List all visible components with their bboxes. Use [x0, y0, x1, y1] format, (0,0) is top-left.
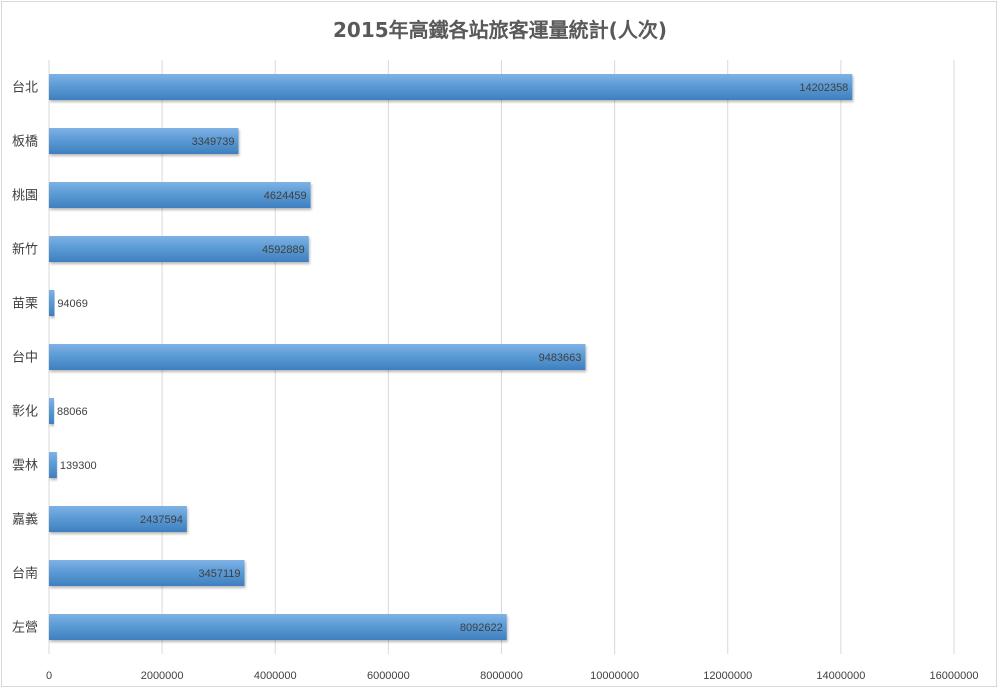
x-tick-label: 2000000: [141, 670, 184, 682]
data-label: 2437594: [140, 514, 183, 526]
data-label: 14202358: [799, 82, 848, 94]
chart-title: 2015年高鐵各站旅客運量統計(人次): [333, 18, 667, 42]
x-tick-label: 16000000: [930, 670, 979, 682]
category-label: 台南: [12, 566, 38, 582]
bar: [49, 74, 853, 100]
bar: [49, 452, 57, 478]
x-tick-label: 10000000: [590, 670, 639, 682]
bar: [49, 614, 507, 640]
data-label: 3349739: [192, 136, 235, 148]
x-tick-label: 12000000: [703, 670, 752, 682]
data-label: 94069: [57, 298, 88, 310]
category-label: 新竹: [12, 242, 38, 258]
data-label: 9483663: [539, 352, 582, 364]
data-label: 4592889: [262, 244, 305, 256]
category-label: 雲林: [12, 459, 38, 474]
x-tick-label: 14000000: [816, 670, 865, 682]
category-label: 台中: [12, 351, 38, 366]
category-label: 嘉義: [12, 512, 38, 528]
bar: [49, 182, 311, 208]
category-label: 左營: [12, 621, 38, 636]
data-label: 3457119: [199, 568, 241, 580]
data-label: 4624459: [264, 190, 307, 202]
x-tick-label: 8000000: [480, 670, 523, 682]
x-tick-label: 4000000: [254, 670, 297, 682]
bar: [49, 398, 54, 424]
bar: [49, 236, 309, 262]
data-label: 139300: [60, 460, 97, 472]
bar: [49, 506, 187, 532]
bar: [49, 128, 239, 154]
category-label: 苗栗: [12, 297, 38, 312]
category-label: 桃園: [12, 189, 38, 204]
x-tick-label: 0: [46, 670, 52, 682]
category-label: 彰化: [12, 404, 38, 420]
data-label: 88066: [57, 406, 88, 418]
bar: [49, 290, 55, 316]
bar: [49, 560, 245, 586]
category-label: 台北: [12, 81, 38, 96]
bar: [49, 344, 586, 370]
data-label: 8092622: [460, 622, 503, 634]
x-tick-label: 6000000: [367, 670, 410, 682]
category-label: 板橋: [12, 135, 38, 150]
